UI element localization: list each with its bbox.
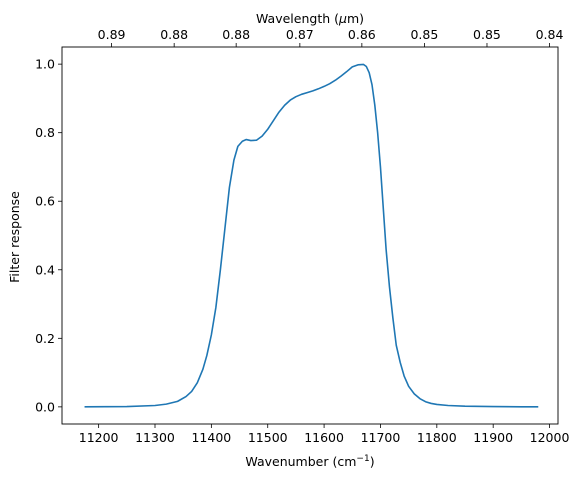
top-tick-label: 0.88 bbox=[222, 27, 250, 42]
x-tick-label: 11500 bbox=[248, 430, 288, 445]
top-tick-label: 0.86 bbox=[348, 27, 376, 42]
y-axis-title: Filter response bbox=[7, 191, 22, 283]
x-axis-title: Wavenumber (cm−1) bbox=[245, 454, 374, 469]
top-x-axis-ticks: 0.890.880.880.870.860.850.850.840.83 bbox=[98, 27, 564, 47]
x-axis-title-superscript: −1 bbox=[356, 454, 369, 464]
top-tick-label: 0.84 bbox=[536, 27, 564, 42]
plot-area bbox=[62, 47, 558, 424]
y-tick-label: 0.6 bbox=[35, 194, 55, 209]
top-x-axis-title-unit: m) bbox=[347, 11, 364, 26]
y-axis-ticks: 0.0 0.2 0.4 0.6 0.8 1.0 bbox=[35, 57, 62, 414]
x-tick-label: 11300 bbox=[135, 430, 175, 445]
x-axis-title-close: ) bbox=[370, 454, 375, 469]
y-tick-label: 1.0 bbox=[35, 57, 55, 72]
top-tick-label: 0.85 bbox=[473, 27, 501, 42]
y-tick-label: 0.8 bbox=[35, 125, 55, 140]
x-tick-label: 11600 bbox=[304, 430, 344, 445]
top-tick-label: 0.89 bbox=[98, 27, 126, 42]
plot-frame bbox=[61, 46, 559, 425]
y-tick-label: 0.2 bbox=[35, 331, 55, 346]
top-tick-label: 0.85 bbox=[410, 27, 438, 42]
y-tick-label: 0.4 bbox=[35, 262, 55, 277]
x-tick-label: 11400 bbox=[191, 430, 231, 445]
x-tick-label: 11900 bbox=[473, 430, 513, 445]
x-tick-label: 11200 bbox=[79, 430, 119, 445]
x-tick-label: 12000 bbox=[530, 430, 570, 445]
bottom-x-axis-ticks: 11200 11300 11400 11500 11600 11700 11800 11900… bbox=[79, 424, 570, 445]
mu-symbol: μ bbox=[338, 11, 347, 26]
filter-response-line bbox=[84, 63, 539, 408]
top-tick-label: 0.87 bbox=[286, 27, 314, 42]
top-tick-label: 0.88 bbox=[160, 27, 188, 42]
x-tick-label: 11700 bbox=[361, 430, 401, 445]
top-x-axis-title: Wavelength (μm) bbox=[256, 11, 364, 26]
y-tick-label: 0.0 bbox=[35, 399, 55, 414]
x-tick-label: 11800 bbox=[417, 430, 457, 445]
